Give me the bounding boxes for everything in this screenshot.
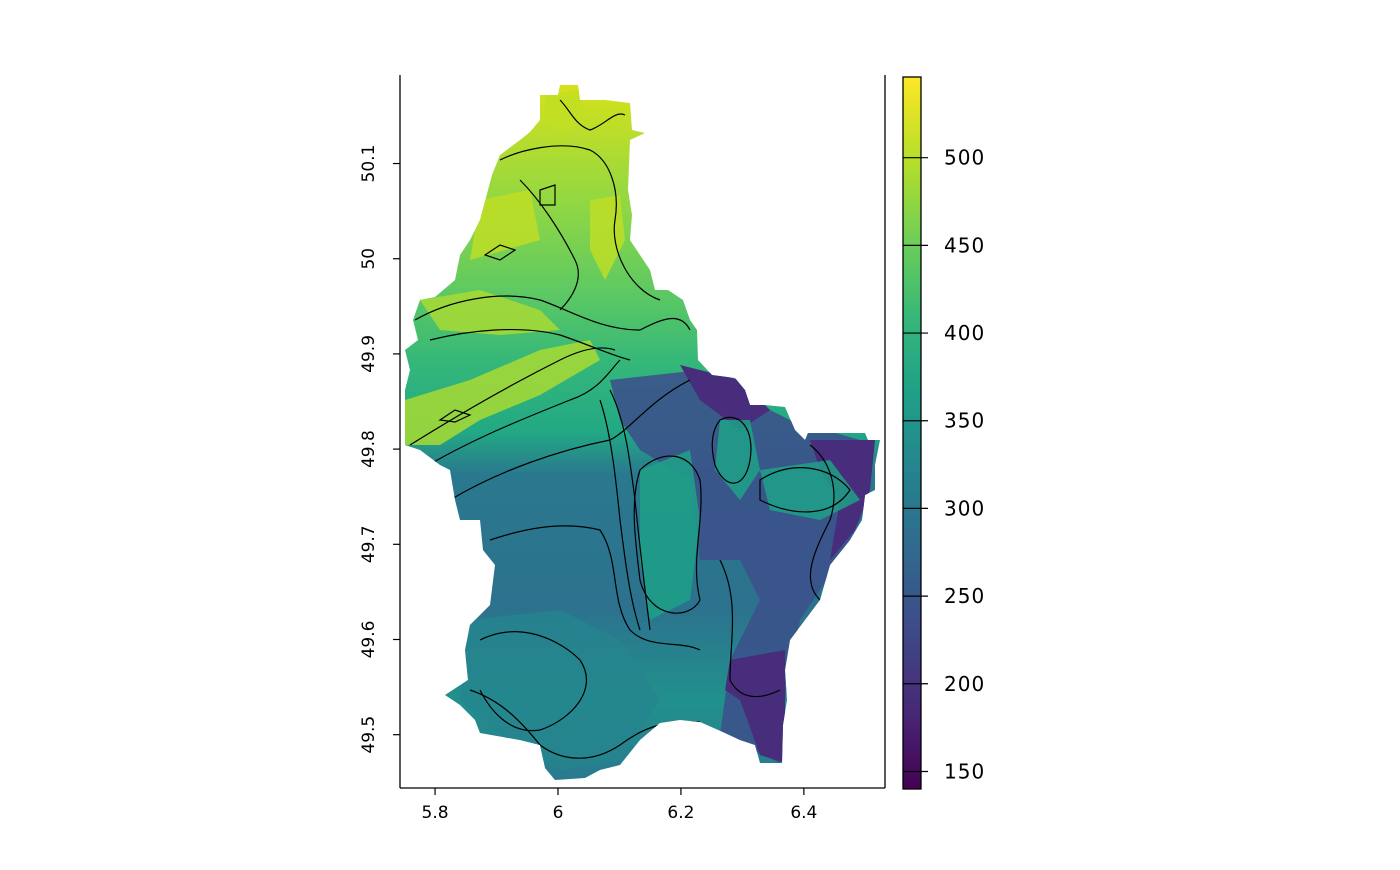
contour-line bbox=[609, 389, 651, 631]
colorbar-tick-label: 250 bbox=[944, 584, 985, 608]
contour-line bbox=[719, 559, 781, 698]
contour-line bbox=[633, 455, 702, 614]
colorbar-tick-label: 150 bbox=[944, 759, 985, 783]
colorbar-tick-label: 450 bbox=[944, 233, 985, 257]
contour-line bbox=[599, 399, 641, 631]
contour-line bbox=[419, 359, 621, 471]
x-tick-label: 6.2 bbox=[667, 803, 694, 823]
y-tick-label: 50 bbox=[359, 248, 379, 270]
y-tick-label: 49.9 bbox=[359, 335, 379, 373]
contour-line bbox=[483, 244, 517, 261]
raster-layer bbox=[405, 85, 880, 780]
raster-ridge-west bbox=[405, 290, 600, 445]
colorbar-tick-label: 300 bbox=[944, 496, 985, 520]
contour-line bbox=[499, 145, 661, 301]
contour-line bbox=[438, 409, 472, 423]
raster-southwest bbox=[460, 610, 660, 770]
colorbar-tick-label: 500 bbox=[944, 146, 985, 170]
contour-line bbox=[479, 631, 587, 732]
x-tick-label: 6 bbox=[553, 803, 564, 823]
colorbar-tick-label: 350 bbox=[944, 409, 985, 433]
contour-line bbox=[711, 416, 752, 484]
contour-line bbox=[519, 179, 579, 311]
colorbar-tick-label: 400 bbox=[944, 321, 985, 345]
x-tick-label: 6.4 bbox=[790, 803, 817, 823]
contour-line bbox=[414, 295, 691, 331]
raster-high-center bbox=[640, 420, 860, 620]
y-tick-label: 49.6 bbox=[359, 621, 379, 659]
y-tick-label: 49.8 bbox=[359, 430, 379, 468]
colorbar: 150 200 250 300 350 400 450 500 bbox=[902, 76, 985, 790]
contour-line bbox=[809, 444, 835, 601]
plot-axes: 5.8 6 6.2 6.4 49.5 49.6 49.7 49.8 49.9 50 50.1 bbox=[359, 75, 886, 823]
y-tick-label: 49.5 bbox=[359, 716, 379, 754]
colorbar-tick-label: 200 bbox=[944, 672, 985, 696]
contour-line bbox=[449, 379, 691, 501]
contour-line bbox=[429, 328, 631, 361]
contour-lines bbox=[409, 99, 851, 759]
y-tick-label: 50.1 bbox=[359, 145, 379, 183]
contour-line bbox=[559, 99, 626, 131]
contour-line bbox=[489, 525, 701, 651]
colorbar-ramp bbox=[902, 76, 922, 790]
x-tick-label: 5.8 bbox=[422, 803, 449, 823]
y-tick-label: 49.7 bbox=[359, 525, 379, 563]
raster-ridge-north bbox=[470, 90, 625, 280]
contour-line bbox=[409, 347, 616, 446]
contour-line bbox=[539, 184, 556, 206]
contour-line bbox=[469, 689, 701, 759]
contour-line bbox=[759, 467, 851, 513]
